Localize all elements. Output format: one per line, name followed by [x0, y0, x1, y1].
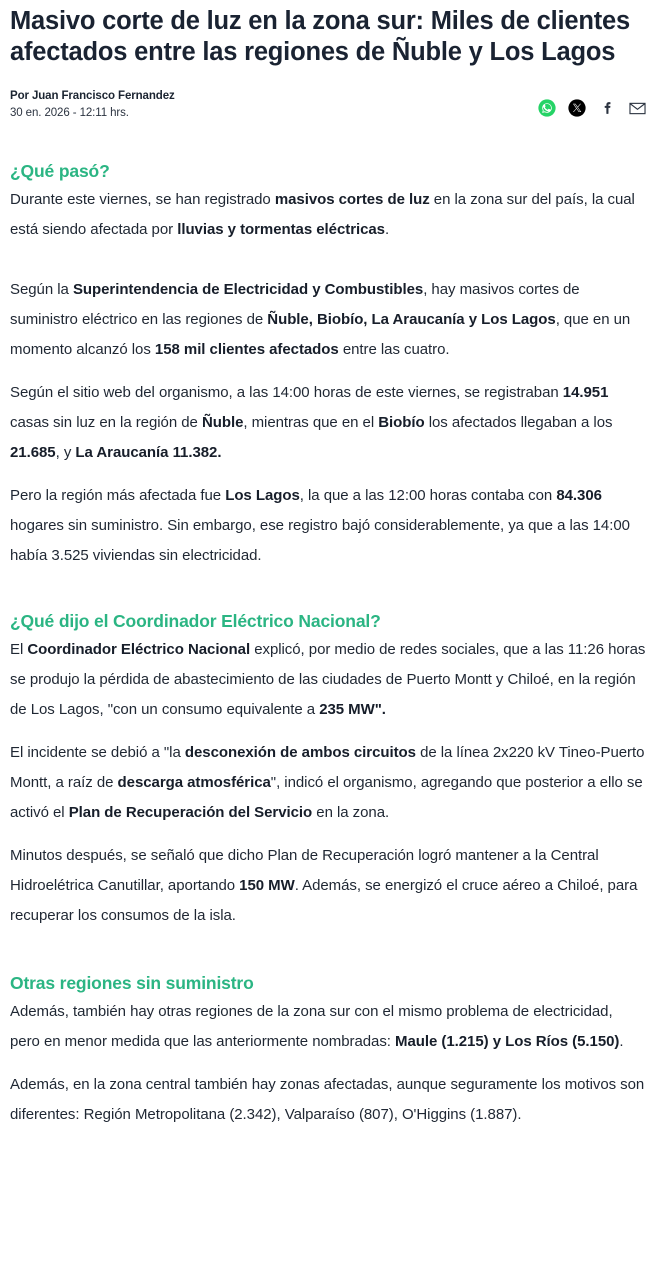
paragraph: Además, en la zona central también hay z…: [10, 1076, 645, 1123]
paragraph: Además, también hay otras regiones de la…: [10, 1003, 624, 1050]
x-twitter-icon: [568, 99, 586, 117]
paragraph: El incidente se debió a "la desconexión …: [10, 744, 645, 821]
email-icon: [628, 99, 647, 118]
paragraph: Durante este viernes, se han registrado …: [10, 191, 635, 238]
byline-date: 30 en. 2026 - 12:11 hrs.: [10, 107, 129, 119]
article-meta: Por Juan Francisco Fernandez 30 en. 2026…: [10, 87, 646, 121]
share-bar: [538, 99, 646, 121]
share-whatsapp-button[interactable]: [538, 99, 556, 117]
paragraph: Minutos después, se señaló que dicho Pla…: [10, 847, 638, 924]
facebook-icon: [598, 99, 616, 117]
share-facebook-button[interactable]: [598, 99, 616, 117]
section-heading-coordinador: ¿Qué dijo el Coordinador Eléctrico Nacio…: [10, 611, 381, 631]
whatsapp-icon: [538, 99, 556, 117]
share-email-button[interactable]: [628, 99, 646, 117]
paragraph: Según el sitio web del organismo, a las …: [10, 384, 613, 461]
section-heading-otras-regiones: Otras regiones sin suministro: [10, 973, 254, 993]
byline-author: Por Juan Francisco Fernandez: [10, 90, 175, 102]
news-article: Masivo corte de luz en la zona sur: Mile…: [10, 7, 646, 1123]
byline: Por Juan Francisco Fernandez 30 en. 2026…: [10, 89, 175, 121]
paragraph: Pero la región más afectada fue Los Lago…: [10, 487, 630, 564]
section-heading-que-paso: ¿Qué pasó?: [10, 161, 110, 181]
paragraph: El Coordinador Eléctrico Nacional explic…: [10, 641, 646, 718]
page-title: Masivo corte de luz en la zona sur: Mile…: [10, 7, 631, 66]
share-x-button[interactable]: [568, 99, 586, 117]
paragraph: Según la Superintendencia de Electricida…: [10, 281, 631, 358]
